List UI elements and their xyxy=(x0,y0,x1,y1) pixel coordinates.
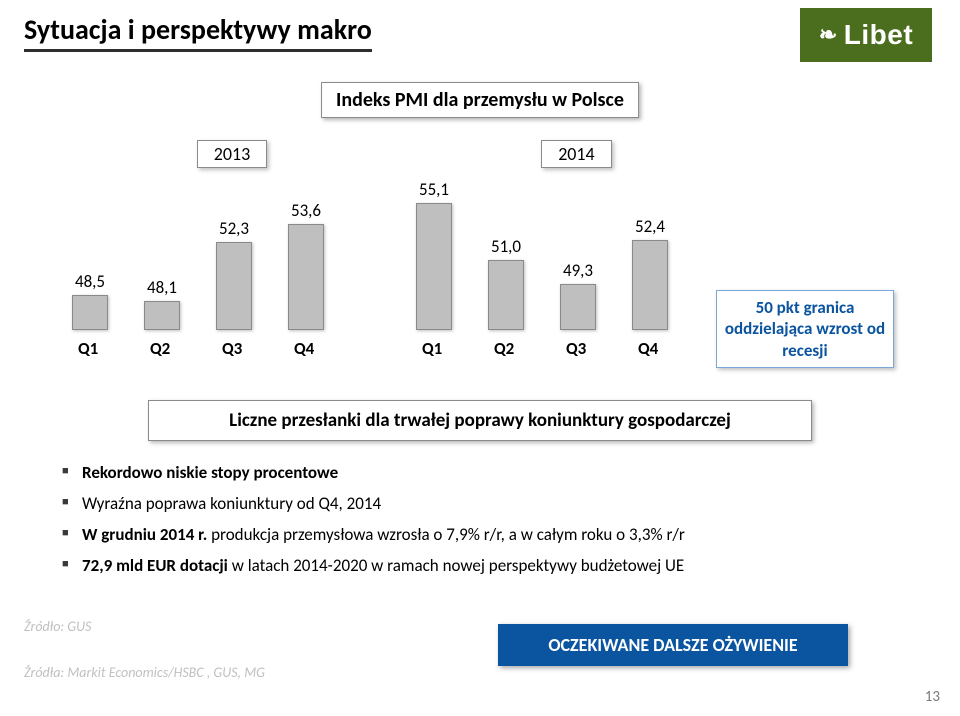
bar xyxy=(560,284,596,330)
bar xyxy=(144,301,180,330)
bar-value: 52,4 xyxy=(614,216,686,237)
bar-slot: 48,1 xyxy=(126,277,198,330)
bar xyxy=(288,224,324,330)
bullets: Rekordowo niskie stopy procentowe Wyraźna… xyxy=(62,452,902,586)
bullet-rest: w latach 2014-2020 w ramach nowej perspe… xyxy=(232,555,685,576)
key-message: Liczne przesłanki dla trwałej poprawy ko… xyxy=(148,400,812,441)
x-label: Q3 xyxy=(566,338,586,359)
page-title: Sytuacja i perspektywy makro xyxy=(24,12,372,52)
bar-value: 51,0 xyxy=(470,236,542,257)
page-number: 13 xyxy=(925,688,940,706)
list-item: 72,9 mld EUR dotacji w latach 2014-2020 … xyxy=(62,555,902,576)
bullet-bold: W grudniu 2014 r. xyxy=(82,524,207,545)
bar-value: 55,1 xyxy=(398,179,470,200)
list-item: Rekordowo niskie stopy procentowe xyxy=(62,462,902,483)
bar xyxy=(216,242,252,330)
bar-slot: 51,0 xyxy=(470,236,542,330)
bar-slot: 53,6 xyxy=(270,200,342,330)
bar xyxy=(72,295,108,330)
list-item: Wyraźna poprawa koniunktury od Q4, 2014 xyxy=(62,493,902,514)
bullet-rest: produkcja przemysłowa wzrosła o 7,9% r/r… xyxy=(207,524,685,545)
bar-slot: 52,4 xyxy=(614,216,686,330)
logo: ❧ Libet xyxy=(800,8,932,62)
slide: Sytuacja i perspektywy makro ❧ Libet Ind… xyxy=(0,0,960,716)
bar xyxy=(632,240,668,330)
bar-value: 48,1 xyxy=(126,277,198,298)
bar-value: 53,6 xyxy=(270,200,342,221)
x-label: Q1 xyxy=(422,338,442,359)
year-label: 2014 xyxy=(541,140,612,168)
bar-slot: 55,1 xyxy=(398,179,470,330)
chart-note: 50 pkt granica oddzielająca wzrost od re… xyxy=(716,290,894,368)
footer-badge: OCZEKIWANE DALSZE OŻYWIENIE xyxy=(498,624,848,666)
x-label: Q3 xyxy=(222,338,242,359)
chart-subtitle: Indeks PMI dla przemysłu w Polsce xyxy=(321,82,639,118)
bullet-bold: Rekordowo niskie stopy procentowe xyxy=(82,462,338,483)
source-1: Źródło: GUS xyxy=(24,618,91,635)
bar-slot: 48,5 xyxy=(54,271,126,330)
x-label: Q2 xyxy=(150,338,170,359)
bar xyxy=(488,260,524,330)
x-label: Q4 xyxy=(294,338,314,359)
x-label: Q4 xyxy=(638,338,658,359)
bar-value: 48,5 xyxy=(54,271,126,292)
bullet-list: Rekordowo niskie stopy procentowe Wyraźna… xyxy=(62,462,902,576)
x-label: Q1 xyxy=(78,338,98,359)
leaf-icon: ❧ xyxy=(819,22,838,48)
bar xyxy=(416,203,452,330)
list-item: W grudniu 2014 r. produkcja przemysłowa … xyxy=(62,524,902,545)
bullet-bold: 72,9 mld EUR dotacji xyxy=(82,555,232,576)
chart-area: 2013 2014 48,548,1 52,353,6 55,1 51,049,3 52,… xyxy=(54,140,894,370)
bar-slot: 49,3 xyxy=(542,260,614,330)
bar-value: 52,3 xyxy=(198,218,270,239)
x-label: Q2 xyxy=(494,338,514,359)
bar-slot: 52,3 xyxy=(198,218,270,330)
year-label: 2013 xyxy=(197,140,268,168)
bar-value: 49,3 xyxy=(542,260,614,281)
bullet-rest: Wyraźna poprawa koniunktury od Q4, 2014 xyxy=(82,493,381,514)
source-2: Źródła: Markit Economics/HSBC , GUS, MG xyxy=(24,664,265,681)
logo-text: Libet xyxy=(844,19,913,51)
